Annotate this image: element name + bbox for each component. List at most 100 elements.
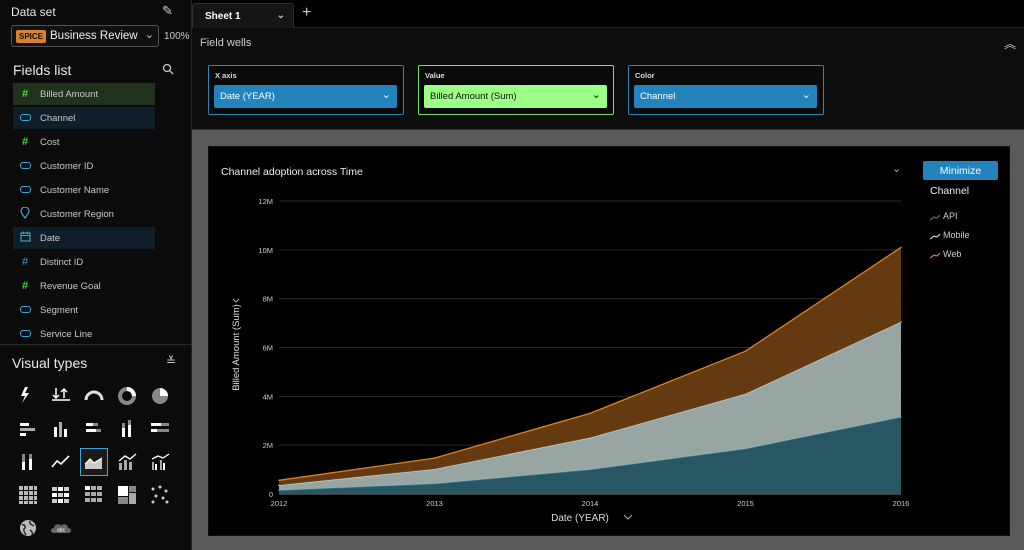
spice-capacity: 100% <box>164 31 190 42</box>
y-tick-label: 6M <box>263 344 273 353</box>
geo-pin-icon <box>18 205 32 222</box>
area-chart[interactable]: 0 2M 4M 6M 8M 10M 12M 2012 2013 2014 2015 2016 Bille… <box>209 147 929 537</box>
minimize-button[interactable]: Minimize <box>923 161 998 180</box>
field-item[interactable]: # Distinct ID <box>13 251 155 273</box>
well-value[interactable]: Value Billed Amount (Sum) ⌄ <box>418 65 614 115</box>
vertical-100-bar-icon[interactable] <box>14 448 42 476</box>
heat-map-icon[interactable] <box>47 481 75 509</box>
x-axis-field-pill[interactable]: Date (YEAR) ⌄ <box>214 85 397 108</box>
area-mobile <box>279 321 901 491</box>
visual-menu-chevron-icon[interactable]: ⌄ <box>892 163 902 175</box>
dimension-tag-icon <box>18 112 32 124</box>
analysis-canvas: 0 2M 4M 6M 8M 10M 12M 2012 2013 2014 2015 2016 Bille… <box>192 130 1024 550</box>
autograph-icon[interactable] <box>14 382 42 410</box>
data-point-web <box>744 350 747 352</box>
visual-title[interactable]: Channel adoption across Time <box>221 166 363 178</box>
line-chart-icon[interactable] <box>47 448 75 476</box>
add-sheet-button[interactable]: + <box>302 4 312 21</box>
legend-line-icon <box>929 213 941 221</box>
word-cloud-icon[interactable]: abc <box>47 514 75 542</box>
edit-dataset-icon[interactable]: ✎ <box>162 3 173 18</box>
legend-item[interactable]: API <box>929 211 958 221</box>
field-item[interactable]: # Billed Amount <box>13 83 155 105</box>
dataset-select[interactable]: SPICE Business Review ⌄ <box>11 25 159 47</box>
horizontal-100-bar-icon[interactable] <box>146 415 174 443</box>
value-field-pill[interactable]: Billed Amount (Sum) ⌄ <box>424 85 607 108</box>
chevron-double-down-icon[interactable]: ≚ <box>166 354 177 368</box>
gauge-icon[interactable] <box>80 382 108 410</box>
chevron-down-icon[interactable]: ⌄ <box>381 89 391 101</box>
area-line-chart-icon[interactable] <box>80 448 108 476</box>
data-point-web <box>433 457 436 459</box>
legend-label: Web <box>943 249 962 259</box>
field-item[interactable]: # Revenue Goal <box>13 275 155 297</box>
sheet-tab-bar: Sheet 1 ⌄ + <box>192 0 1024 28</box>
y-axis-title[interactable]: Billed Amount (Sum) <box>231 304 242 391</box>
stacked-vertical-bar-icon[interactable] <box>113 415 141 443</box>
stacked-horizontal-bar-icon[interactable] <box>80 415 108 443</box>
visual-card[interactable]: 0 2M 4M 6M 8M 10M 12M 2012 2013 2014 2015 2016 Bille… <box>208 146 1010 536</box>
field-label: Customer ID <box>40 160 94 172</box>
field-item[interactable]: Channel <box>13 107 155 129</box>
pill-label: Billed Amount (Sum) <box>430 91 517 102</box>
legend-title: Channel <box>930 185 970 197</box>
dataset-name: Business Review <box>50 30 138 42</box>
legend-item[interactable]: Web <box>929 249 962 259</box>
y-tick-label: 12M <box>258 197 273 206</box>
y-tick-label: 8M <box>263 295 273 304</box>
area-api <box>279 417 901 494</box>
x-axis-title[interactable]: Date (YEAR) <box>551 513 609 524</box>
chevron-down-icon[interactable]: ⌄ <box>276 10 285 21</box>
y-tick-label: 2M <box>263 441 273 450</box>
area-web <box>279 247 901 486</box>
calendar-icon <box>18 231 32 245</box>
field-item[interactable]: # Cost <box>13 131 155 153</box>
vertical-bar-icon[interactable] <box>47 415 75 443</box>
color-field-pill[interactable]: Channel ⌄ <box>634 85 817 108</box>
fields-list-title: Fields list <box>13 62 72 78</box>
legend-item[interactable]: Mobile <box>929 230 970 240</box>
scatter-plot-icon[interactable] <box>146 481 174 509</box>
field-label: Service Line <box>40 328 93 340</box>
tab-label: Sheet 1 <box>205 10 241 22</box>
legend-line-icon <box>929 232 941 240</box>
field-item[interactable]: Customer ID <box>13 155 155 177</box>
collapse-icon[interactable]: ︽ <box>1003 37 1016 51</box>
search-icon[interactable] <box>162 63 174 75</box>
x-tick-label: 2016 <box>893 499 910 508</box>
tree-map-icon[interactable] <box>113 481 141 509</box>
field-item[interactable]: Customer Region <box>13 203 155 225</box>
bar-line-combo-icon[interactable] <box>113 448 141 476</box>
well-x-axis[interactable]: X axis Date (YEAR) ⌄ <box>208 65 404 115</box>
well-color[interactable]: Color Channel ⌄ <box>628 65 824 115</box>
y-tick-label: 4M <box>263 392 273 401</box>
measure-hash-icon: # <box>21 88 29 100</box>
field-wells: Field wells ︽ X axis Date (YEAR) ⌄ Value… <box>192 28 1024 130</box>
chevron-down-icon <box>623 514 633 520</box>
clustered-bar-line-combo-icon[interactable] <box>146 448 174 476</box>
kpi-icon[interactable] <box>47 382 75 410</box>
field-label: Customer Region <box>40 208 114 220</box>
pivot-table-icon[interactable] <box>80 481 108 509</box>
visual-types-title: Visual types <box>12 355 88 371</box>
field-item[interactable]: Date <box>13 227 155 249</box>
field-item[interactable]: Customer Name <box>13 179 155 201</box>
x-tick-label: 2014 <box>582 499 599 508</box>
x-tick-label: 2013 <box>426 499 443 508</box>
geo-map-icon[interactable] <box>14 514 42 542</box>
donut-icon[interactable] <box>113 382 141 410</box>
chevron-down-icon[interactable]: ⌄ <box>801 89 811 101</box>
chevron-down-icon[interactable]: ⌄ <box>591 89 601 101</box>
scatter-grid-icon[interactable] <box>14 481 42 509</box>
field-label: Distinct ID <box>40 256 84 268</box>
field-label: Cost <box>40 136 60 148</box>
dimension-hash-icon: # <box>21 256 29 268</box>
sidebar: Data set ✎ SPICE Business Review ⌄ 100% … <box>0 0 192 550</box>
svg-text:abc: abc <box>57 528 66 534</box>
pie-icon[interactable] <box>146 382 174 410</box>
field-item[interactable]: Service Line <box>13 323 155 345</box>
horizontal-bar-icon[interactable] <box>14 415 42 443</box>
field-item[interactable]: Segment <box>13 299 155 321</box>
measure-hash-icon: # <box>21 136 29 148</box>
tab-sheet-1[interactable]: Sheet 1 ⌄ <box>192 3 294 28</box>
